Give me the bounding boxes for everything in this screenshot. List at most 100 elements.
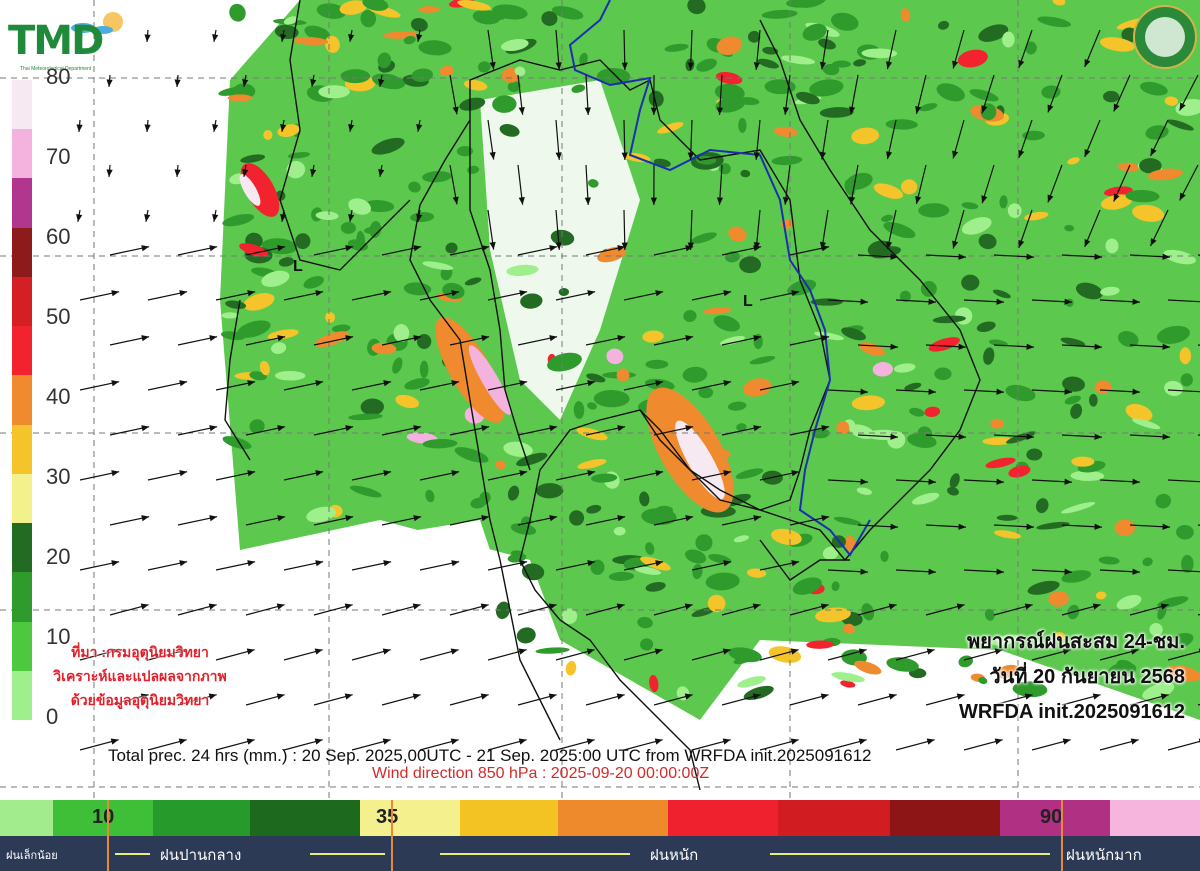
rain-cell xyxy=(883,222,916,239)
rain-cell xyxy=(348,198,371,215)
rain-cell xyxy=(356,230,366,249)
wind-arrow xyxy=(487,470,528,481)
rain-cell xyxy=(885,119,918,130)
wind-arrow xyxy=(283,290,324,301)
colorbar-segment xyxy=(12,79,32,130)
forecast-date: วันที่ 20 กันยายน 2568 xyxy=(989,666,1185,688)
rain-cell xyxy=(551,6,584,20)
rain-cell xyxy=(1012,681,1048,698)
rain-cell xyxy=(1167,119,1194,131)
rain-cell xyxy=(371,137,405,155)
rain-cell xyxy=(507,485,520,501)
wind-arrow xyxy=(449,603,489,616)
wind-arrow xyxy=(419,560,460,571)
wind-arrow xyxy=(993,433,1034,440)
rain-cell xyxy=(360,9,377,28)
wind-arrow xyxy=(759,290,800,301)
rain-cell xyxy=(283,16,299,25)
wind-arrow xyxy=(1113,164,1131,202)
wind-arrow xyxy=(1084,119,1101,158)
wind-arrow xyxy=(487,738,527,751)
rain-cell xyxy=(295,233,311,250)
rain-cell xyxy=(999,195,1008,209)
rain-cell xyxy=(919,103,938,112)
rain-cell xyxy=(495,460,506,470)
rain-cell xyxy=(978,677,988,685)
rain-cell xyxy=(613,526,626,536)
wind-arrow xyxy=(313,245,354,256)
wind-arrow xyxy=(585,425,626,436)
rain-cell xyxy=(836,420,850,435)
wind-arrow xyxy=(147,560,188,571)
wind-arrow xyxy=(215,560,256,571)
rain-cell xyxy=(1132,204,1165,222)
rain-cell xyxy=(936,83,965,102)
rain-cell xyxy=(641,508,677,526)
rain-cell xyxy=(445,242,458,254)
wind-arrow xyxy=(691,470,732,481)
rain-cell xyxy=(1157,604,1167,620)
rain-cell xyxy=(806,640,834,649)
wind-arrow xyxy=(650,74,658,116)
arrow-left-icon xyxy=(440,853,630,855)
rain-cell xyxy=(500,39,529,52)
wind-arrow xyxy=(517,515,558,526)
wind-arrow xyxy=(313,603,353,616)
wind-arrow xyxy=(721,693,761,706)
credit-line: ด้วยข้อมูลอุตุนิยมวิทยา xyxy=(70,692,210,708)
wind-arrow xyxy=(79,738,119,751)
rain-cell xyxy=(586,373,606,383)
wind-arrow xyxy=(1129,343,1170,350)
rain-cell xyxy=(1140,81,1168,96)
rain-cell xyxy=(1064,224,1075,232)
wind-arrow xyxy=(76,119,83,133)
wind-arrow xyxy=(310,164,317,177)
heavy-rain-cell xyxy=(240,163,280,217)
rain-cell xyxy=(1008,465,1031,478)
rain-cell xyxy=(716,36,743,56)
wind-arrow xyxy=(753,119,761,160)
wind-arrow xyxy=(819,119,829,160)
rain-cell xyxy=(961,274,980,291)
rain-cell xyxy=(340,221,356,234)
wind-arrow xyxy=(1061,343,1102,350)
rainfall-field xyxy=(218,0,1200,720)
rain-cell xyxy=(1166,665,1200,682)
rain-cell xyxy=(267,329,299,340)
rain-cell xyxy=(222,213,255,227)
rain-cell xyxy=(1116,594,1142,610)
rain-cell xyxy=(259,360,270,376)
wind-arrow xyxy=(212,209,219,222)
rain-cell xyxy=(229,3,246,22)
wind-arrow xyxy=(280,29,287,42)
rain-cell xyxy=(1100,194,1133,210)
rain-cell xyxy=(569,510,585,526)
rain-cell xyxy=(422,261,454,271)
rain-cell xyxy=(840,680,856,688)
rain-cell xyxy=(994,530,1022,539)
rain-cell xyxy=(456,145,474,157)
rain-cell xyxy=(360,398,384,416)
rain-cell xyxy=(510,523,537,535)
wind-arrow xyxy=(177,245,218,256)
rain-cell xyxy=(640,638,654,651)
rain-cell xyxy=(472,9,501,25)
wind-arrow xyxy=(416,29,423,42)
wind-arrow xyxy=(1061,433,1102,440)
wind-arrow xyxy=(621,29,628,71)
wind-arrow xyxy=(1099,648,1139,661)
rain-cell xyxy=(845,535,856,552)
wind-arrow xyxy=(584,164,591,205)
rain-cell xyxy=(293,37,329,46)
rain-cell xyxy=(1147,168,1183,181)
wind-arrow xyxy=(653,245,694,256)
rain-cell xyxy=(872,362,893,377)
rain-cell xyxy=(499,124,520,137)
wind-arrow xyxy=(245,693,285,706)
wind-arrow xyxy=(691,380,732,391)
wind-arrow xyxy=(925,253,966,260)
wind-arrow xyxy=(993,693,1033,706)
wind-arrow xyxy=(886,29,897,70)
wind-arrow xyxy=(1099,388,1140,395)
wind-arrow xyxy=(857,343,898,350)
